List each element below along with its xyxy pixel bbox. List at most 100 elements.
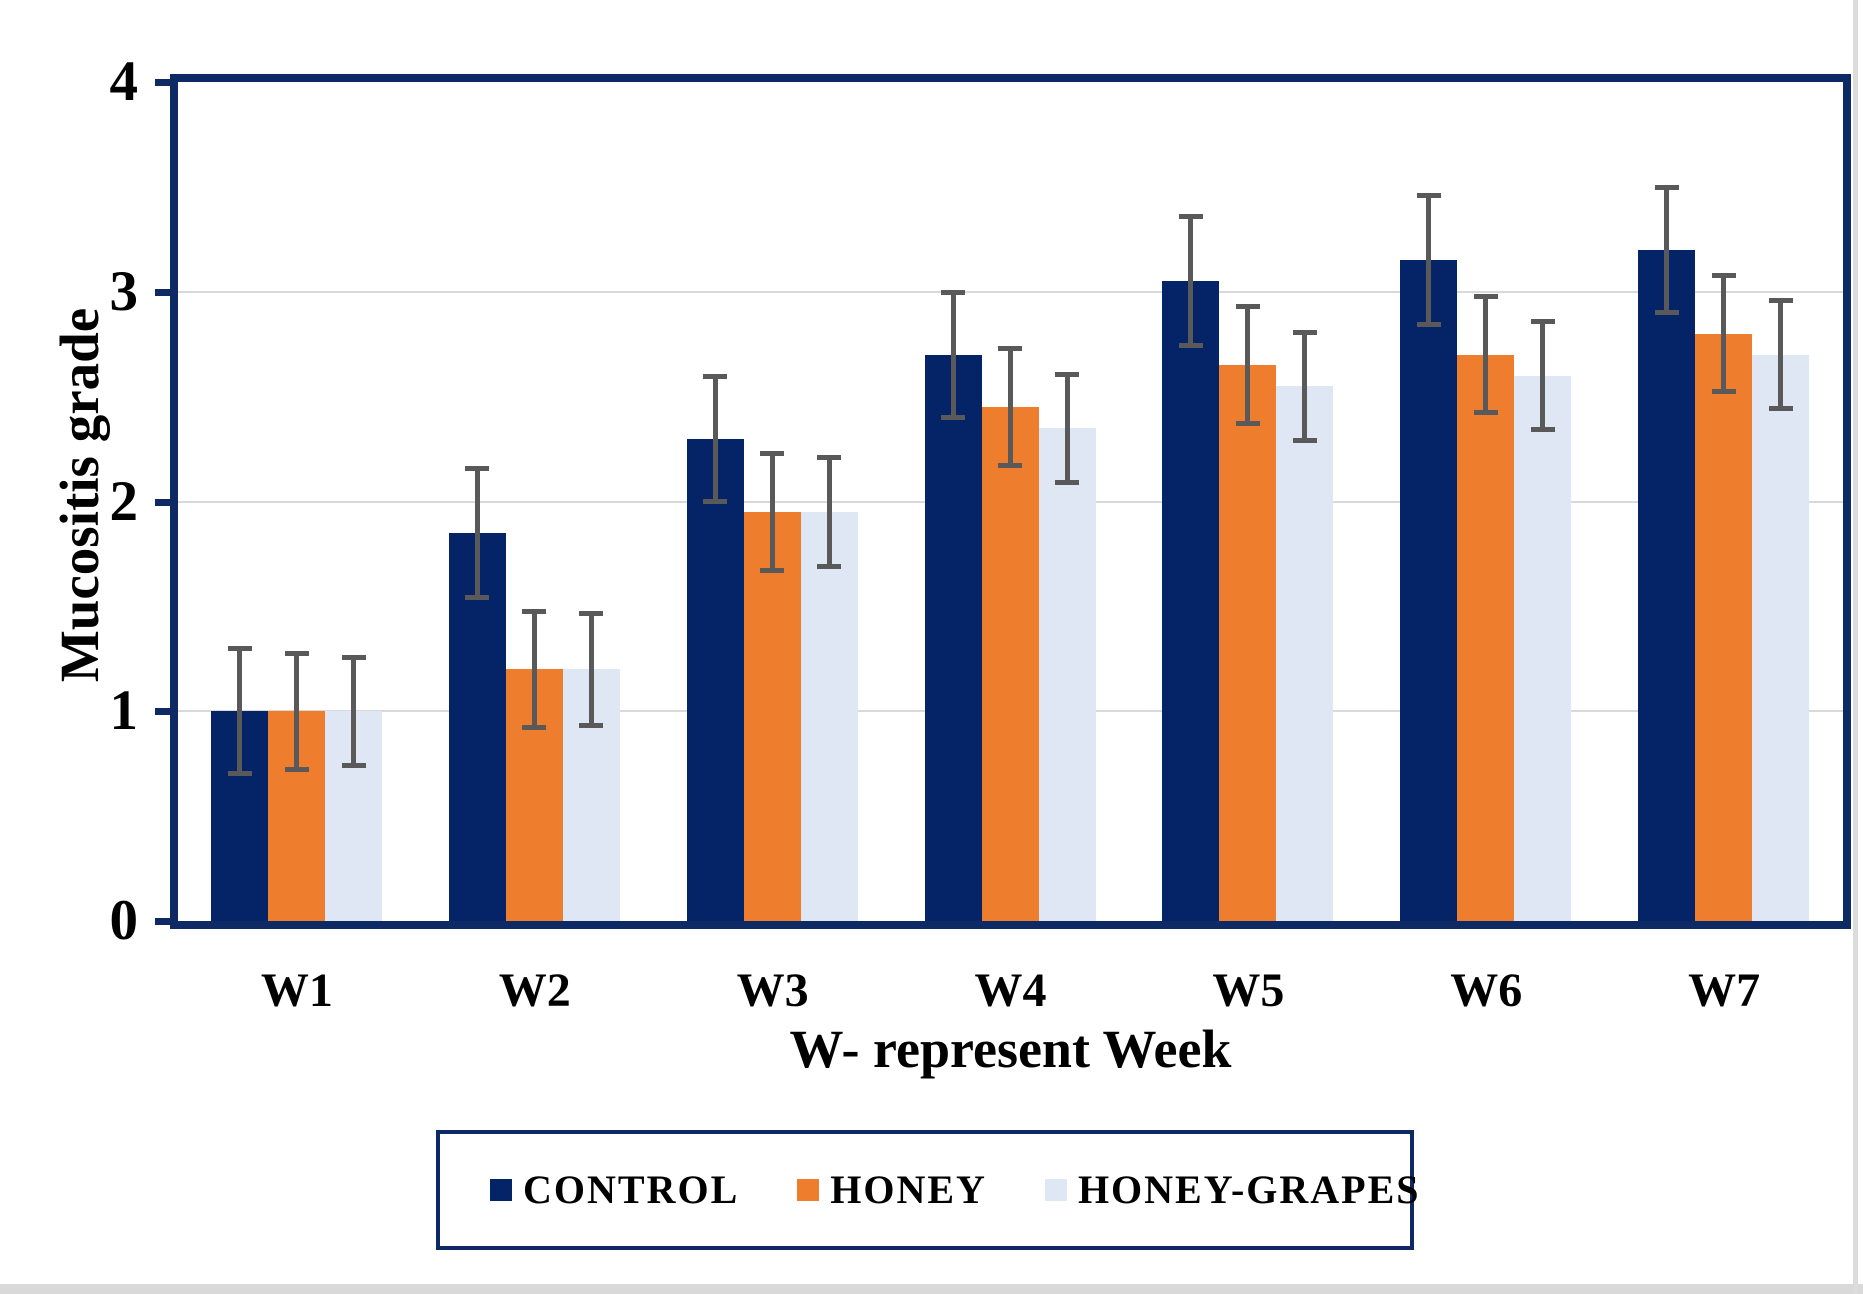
- error-bar-line: [1540, 321, 1546, 431]
- error-bar-cap-top: [1473, 293, 1498, 299]
- error-bar-cap-top: [465, 465, 490, 471]
- error-bar-cap-bottom: [227, 771, 252, 777]
- error-bar-cap-bottom: [941, 414, 966, 420]
- error-bar-cap-top: [579, 610, 604, 616]
- error-bar-line: [1664, 186, 1670, 313]
- error-bar-line: [712, 375, 718, 502]
- error-bar-line: [826, 457, 832, 567]
- legend-swatch-control: [490, 1179, 512, 1201]
- bar-honey-grapes-w5: [1276, 386, 1334, 921]
- error-bar-line: [769, 453, 775, 571]
- error-bar-cap-top: [1235, 304, 1260, 310]
- bar-control-w7: [1638, 249, 1696, 921]
- error-bar-line: [950, 291, 956, 418]
- y-tick-label-4: 4: [109, 50, 139, 113]
- bar-honey-grapes-w4: [1038, 428, 1096, 921]
- error-bar-cap-bottom: [817, 563, 842, 569]
- error-bar-cap-bottom: [1416, 322, 1441, 328]
- error-bar-cap-top: [1768, 298, 1793, 304]
- bar-honey-grapes-w6: [1514, 375, 1572, 921]
- legend-item-honey: HONEY: [797, 1170, 987, 1210]
- y-axis-tick-4: [155, 79, 170, 86]
- error-bar-line: [1721, 274, 1727, 393]
- legend-label-honey-grapes: HONEY-GRAPES: [1077, 1167, 1421, 1212]
- error-bar-line: [1064, 373, 1070, 483]
- legend-swatch-honey-grapes: [1044, 1179, 1067, 1201]
- legend-label-honey: HONEY: [830, 1167, 987, 1212]
- error-bar-cap-top: [1654, 184, 1679, 190]
- error-bar-cap-bottom: [1235, 420, 1260, 426]
- error-bar-cap-top: [1711, 272, 1736, 278]
- right-edge-line: [1853, 0, 1858, 1294]
- error-bar-cap-top: [522, 608, 547, 614]
- error-bar-cap-top: [1292, 329, 1317, 335]
- plot-area: 0 1 2 3 4 W1 W2 W3 W4 W5 W6 W7: [110, 53, 1851, 1015]
- error-bar-cap-bottom: [1530, 427, 1555, 433]
- y-axis-tick-1: [155, 708, 170, 716]
- error-bar-line: [1483, 295, 1489, 414]
- y-tick-label-3: 3: [109, 259, 139, 323]
- error-bar-cap-bottom: [1055, 479, 1080, 485]
- y-axis-title: Mucositis grade: [49, 307, 110, 683]
- error-bar-cap-bottom: [284, 766, 309, 772]
- y-tick-label-1: 1: [109, 679, 139, 743]
- error-bar-cap-bottom: [998, 462, 1023, 468]
- y-tick-label-0: 0: [109, 889, 139, 952]
- error-bar-cap-top: [817, 455, 842, 461]
- x-tick-label-w1: W1: [260, 964, 333, 1017]
- error-bar-cap-top: [760, 451, 785, 457]
- error-bar-cap-top: [1416, 193, 1441, 199]
- error-bar-cap-bottom: [1711, 389, 1736, 395]
- error-bar-line: [1245, 306, 1251, 424]
- legend: CONTROL HONEY HONEY-GRAPES: [436, 1130, 1419, 1250]
- bar-control-w6: [1400, 260, 1458, 921]
- error-bar-line: [237, 648, 242, 775]
- error-bar-cap-top: [1055, 371, 1080, 377]
- legend-label-control: CONTROL: [523, 1167, 740, 1212]
- error-bar-cap-top: [341, 654, 366, 660]
- error-bar-line: [351, 656, 356, 766]
- error-bar-cap-bottom: [1178, 343, 1203, 349]
- bottom-edge-strip: [0, 1284, 1863, 1294]
- error-bar-cap-bottom: [522, 725, 547, 731]
- error-bar-cap-top: [1178, 214, 1203, 220]
- error-bar-line: [1778, 300, 1784, 410]
- error-bar-line: [1007, 348, 1013, 466]
- bar-control-w3: [686, 438, 744, 921]
- legend-item-control: CONTROL: [490, 1170, 739, 1210]
- error-bar-line: [294, 652, 299, 770]
- bar-honey-grapes-w3: [800, 511, 858, 921]
- bar-control-w5: [1162, 281, 1220, 921]
- error-bar-cap-bottom: [1768, 406, 1793, 412]
- error-bar-line: [1188, 216, 1194, 347]
- error-bar-line: [588, 612, 594, 726]
- error-bar-cap-top: [227, 646, 252, 652]
- x-tick-label-w5: W5: [1212, 964, 1285, 1017]
- gridline-y3: [178, 290, 1843, 293]
- y-axis-tick-3: [155, 288, 170, 296]
- error-bar-cap-bottom: [760, 567, 785, 573]
- error-bar-cap-bottom: [1292, 437, 1317, 443]
- error-bar-line: [1302, 331, 1308, 441]
- error-bar-cap-bottom: [1654, 309, 1679, 315]
- error-bar-cap-top: [998, 346, 1023, 352]
- x-tick-label-w2: W2: [498, 964, 571, 1017]
- bar-honey-w7: [1695, 333, 1753, 921]
- y-axis-tick-2: [155, 498, 170, 506]
- x-tick-label-w6: W6: [1450, 964, 1523, 1017]
- x-tick-label-w3: W3: [736, 964, 809, 1017]
- error-bar-cap-bottom: [579, 722, 604, 728]
- error-bar-cap-bottom: [703, 498, 728, 504]
- error-bar-cap-top: [941, 289, 966, 295]
- error-bar-cap-top: [1530, 319, 1555, 325]
- x-tick-label-w4: W4: [974, 964, 1047, 1017]
- y-axis-tick-0: [155, 918, 170, 925]
- legend-swatch-honey: [797, 1179, 820, 1201]
- error-bar-cap-top: [703, 373, 728, 379]
- error-bar-cap-top: [284, 650, 309, 656]
- x-axis-title: W- represent Week: [789, 1019, 1232, 1079]
- error-bar-cap-bottom: [341, 762, 366, 768]
- bar-honey-w6: [1457, 354, 1515, 921]
- error-bar-cap-bottom: [1473, 410, 1498, 416]
